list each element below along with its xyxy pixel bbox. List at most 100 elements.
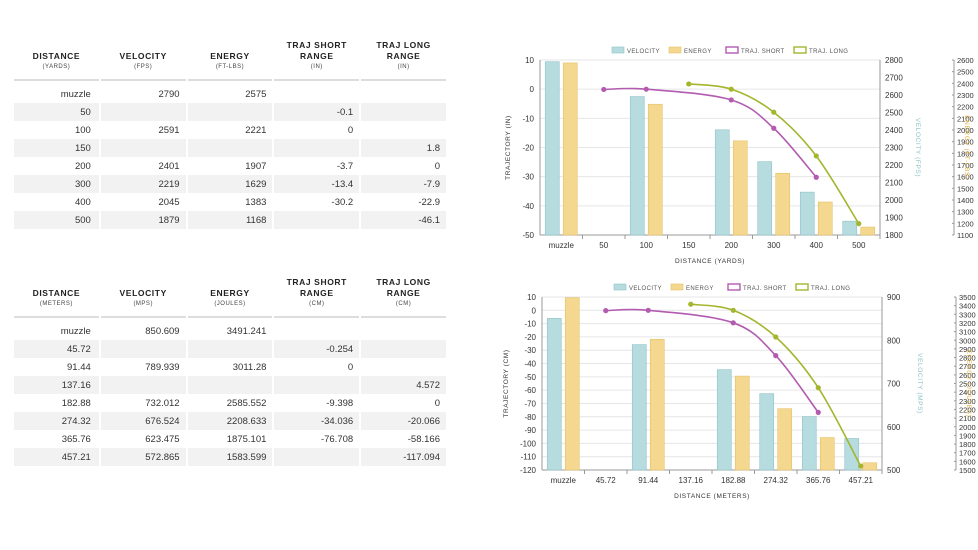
cell-velocity	[100, 340, 186, 358]
energy-tick-label: 1600	[957, 173, 974, 182]
traj-long-point	[771, 109, 777, 115]
table-row: 100 2591 2221 0	[14, 121, 446, 139]
category-label: 182.88	[721, 476, 746, 485]
traj-short-point	[771, 125, 777, 131]
cell-traj-long	[361, 340, 446, 358]
velocity-tick-label: 2300	[885, 144, 903, 153]
legend-energy-swatch	[668, 46, 682, 54]
legend-label: VELOCITY	[627, 49, 660, 55]
legend-traj-short-swatch	[725, 46, 739, 54]
traj-short-point	[815, 409, 821, 415]
cell-energy	[187, 340, 273, 358]
traj-tick-label: -100	[520, 439, 537, 448]
energy-tick-label: 2000	[957, 126, 974, 135]
header-velocity: VELOCITY (FPS)	[100, 40, 186, 81]
cell-traj-long: -46.1	[361, 211, 446, 229]
cell-traj-long	[361, 318, 446, 340]
traj-long-point	[686, 81, 692, 87]
traj-short-point	[645, 307, 651, 313]
energy-tick-label: 1900	[959, 431, 976, 440]
cell-traj-short: -9.398	[326, 397, 354, 409]
velocity-tick-label: 900	[887, 293, 901, 302]
traj-short-point	[603, 308, 609, 314]
traj-short-line	[605, 308, 819, 413]
energy-tick-label: 2700	[959, 362, 976, 371]
cell-traj-long: 4.572	[361, 376, 446, 394]
x-axis-title: DISTANCE (METERS)	[674, 493, 750, 500]
cell-energy: 2208.633	[187, 412, 273, 430]
cell-distance: 150	[14, 139, 99, 157]
traj-short-point	[643, 86, 649, 92]
traj-tick-label: -50	[522, 231, 534, 240]
cell-traj-long	[361, 81, 446, 103]
cell-traj-short	[274, 318, 359, 340]
cell-energy	[187, 103, 273, 121]
energy-tick-label: 1800	[959, 440, 976, 449]
traj-tick-label: 10	[527, 293, 536, 302]
header-distance: DISTANCE (METERS)	[14, 277, 99, 318]
category-label: muzzle	[549, 241, 575, 250]
velocity-bar	[629, 96, 645, 236]
traj-tick-label: -60	[524, 386, 536, 395]
table-row: 91.44 789.939 3011.28 0	[14, 358, 446, 376]
cell-traj-long: -20.066	[361, 412, 446, 430]
cell-traj-long: 0	[434, 397, 440, 409]
energy-tick-label: 1700	[957, 161, 974, 170]
energy-tick-label: 2500	[959, 380, 976, 389]
cell-energy: 2585.552	[226, 397, 267, 409]
energy-tick-label: 2500	[957, 68, 974, 77]
velocity-bar	[714, 129, 730, 236]
cell-velocity: 623.475	[145, 433, 180, 445]
energy-tick-label: 2100	[957, 114, 974, 123]
category-label: 45.72	[596, 476, 617, 485]
energy-tick-label: 2300	[957, 91, 974, 100]
category-label: 137.16	[679, 476, 704, 485]
velocity-tick-label: 500	[887, 466, 901, 475]
traj-long-point	[688, 301, 694, 307]
cell-distance: 91.44	[67, 361, 91, 373]
header-distance: DISTANCE (YARDS)	[14, 40, 99, 81]
energy-tick-label: 2900	[959, 345, 976, 354]
traj-tick-label: -20	[522, 144, 534, 153]
category-label: 200	[725, 241, 739, 250]
cell-distance: muzzle	[60, 88, 91, 100]
legend-label: TRAJ. SHORT	[743, 286, 787, 292]
velocity-tick-label: 2200	[885, 161, 903, 170]
energy-tick-label: 1300	[957, 208, 974, 217]
header-traj-long: TRAJ LONG RANGE (IN)	[361, 40, 446, 81]
energy-bar	[732, 140, 748, 236]
cell-distance: 300	[14, 175, 99, 193]
cell-energy: 1383	[245, 196, 267, 208]
cell-traj-short	[274, 81, 359, 103]
header-energy: ENERGY (FT-LBS)	[187, 40, 273, 81]
cell-traj-long	[361, 103, 446, 121]
energy-tick-label: 1700	[959, 449, 976, 458]
category-label: 457.21	[849, 476, 874, 485]
energy-tick-label: 2400	[959, 388, 976, 397]
table-row: 50 -0.1	[14, 103, 446, 121]
table-row: 200 2401 1907 -3.7 0	[14, 157, 446, 175]
energy-tick-label: 1500	[957, 184, 974, 193]
traj-tick-label: -10	[522, 114, 534, 123]
energy-tick-label: 3500	[959, 293, 976, 302]
ballistics-table-metric: DISTANCE (METERS) VELOCITY (MPS) ENERGY (JO…	[12, 277, 448, 466]
cell-velocity: 2401	[158, 160, 180, 172]
category-label: 50	[599, 241, 608, 250]
cell-distance: 400	[74, 196, 91, 208]
energy-tick-label: 2600	[959, 371, 976, 380]
legend-energy-swatch	[670, 283, 684, 291]
velocity-tick-label: 700	[887, 380, 901, 389]
cell-traj-short: -0.254	[274, 340, 360, 358]
energy-bar	[649, 338, 665, 471]
velocity-tick-label: 600	[887, 423, 901, 432]
energy-tick-label: 2000	[959, 423, 976, 432]
cell-traj-short	[274, 211, 360, 229]
cell-energy: 1168	[187, 211, 273, 229]
traj-tick-label: -40	[522, 202, 534, 211]
cell-velocity	[100, 139, 186, 157]
energy-tick-label: 3400	[959, 302, 976, 311]
traj-short-point	[728, 97, 734, 103]
velocity-tick-label: 800	[887, 336, 901, 345]
energy-tick-label: 1400	[957, 196, 974, 205]
cell-velocity: 2790	[158, 88, 180, 100]
